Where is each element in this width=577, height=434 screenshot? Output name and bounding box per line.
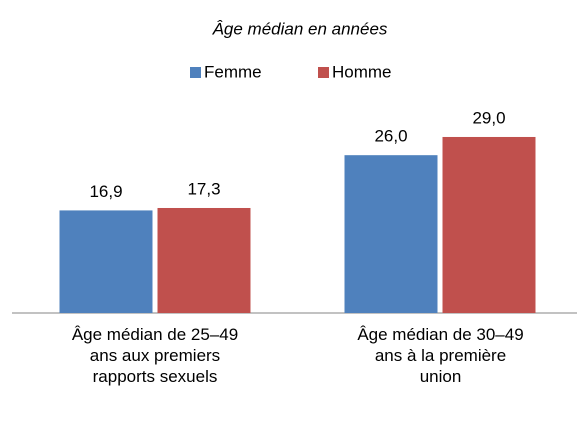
value-label: 17,3 xyxy=(187,179,220,198)
bar xyxy=(344,155,438,313)
x-tick-label: Âge médian de 30–49 ans à la première un… xyxy=(357,325,524,386)
bar xyxy=(442,136,536,313)
legend-label: Femme xyxy=(204,62,262,81)
chart-title: Âge médian en années xyxy=(212,19,388,38)
bar xyxy=(59,210,153,313)
legend-swatch xyxy=(190,67,201,78)
value-label: 26,0 xyxy=(374,127,407,146)
value-label: 29,0 xyxy=(472,108,505,127)
legend-swatch xyxy=(318,67,329,78)
legend-label: Homme xyxy=(332,62,392,81)
x-tick-label: Âge médian de 25–49 ans aux premiers rap… xyxy=(71,325,239,386)
value-label: 16,9 xyxy=(89,182,122,201)
bar xyxy=(157,207,251,313)
